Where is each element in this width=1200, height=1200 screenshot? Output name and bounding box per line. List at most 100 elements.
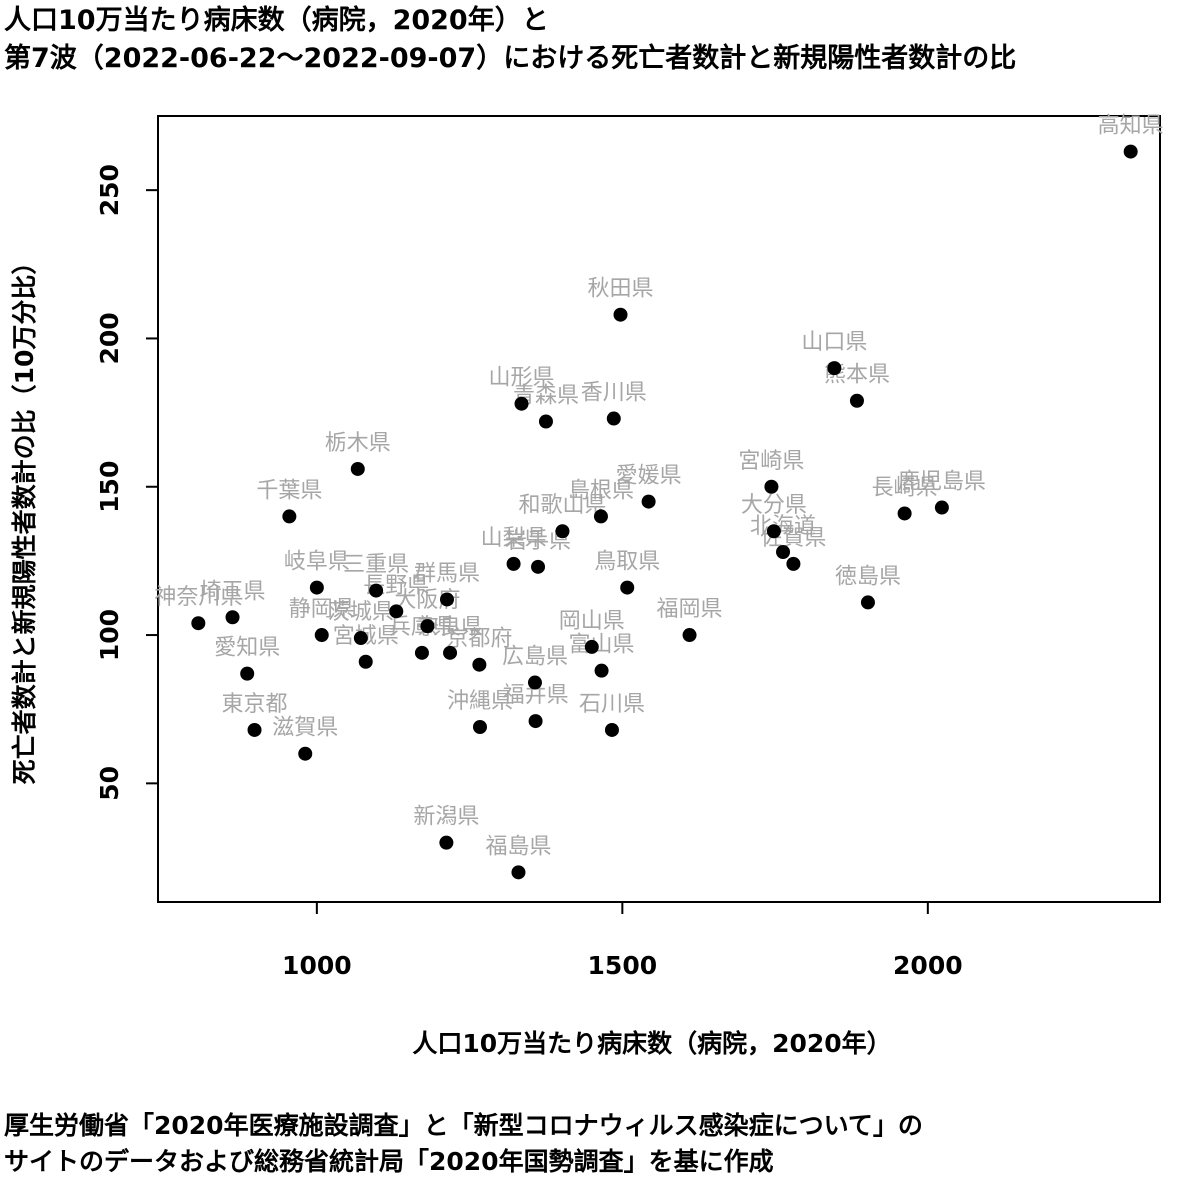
data-point	[350, 461, 365, 476]
source-caption: 厚生労働省「2020年医療施設調査」と「新型コロナウィルス感染症について」の サ…	[4, 1108, 923, 1180]
data-point	[766, 524, 781, 539]
data-point	[528, 714, 543, 729]
data-point	[613, 307, 628, 322]
source-caption-line-1: 厚生労働省「2020年医療施設調査」と「新型コロナウィルス感染症について」の	[4, 1111, 923, 1140]
data-point	[527, 675, 542, 690]
point-label: 滋賀県	[272, 716, 338, 741]
data-point	[358, 654, 373, 669]
point-label: 沖縄県	[447, 689, 513, 714]
point-label: 石川県	[579, 692, 645, 717]
chart-title-line-2: 第7波（2022-06-22〜2022-09-07）における死亡者数計と新規陽性…	[4, 43, 1017, 74]
y-axis-label: 死亡者数計と新規陽性者数計の比（10万分比）	[10, 250, 39, 785]
data-point	[641, 494, 656, 509]
data-point	[298, 746, 313, 761]
data-point	[511, 865, 526, 880]
data-point	[414, 645, 429, 660]
point-label: 岐阜県	[284, 550, 350, 575]
x-tick-label: 2000	[893, 951, 963, 980]
point-label: 三重県	[343, 553, 409, 578]
point-label: 京都府	[446, 627, 512, 652]
data-point	[594, 663, 609, 678]
data-point	[620, 580, 635, 595]
data-point	[191, 616, 206, 631]
point-label: 新潟県	[413, 805, 479, 830]
y-tick-label: 150	[95, 461, 124, 513]
point-label: 愛媛県	[616, 464, 682, 489]
data-point	[531, 559, 546, 574]
data-point	[682, 628, 697, 643]
point-label: 広島県	[502, 645, 568, 670]
data-point	[225, 610, 240, 625]
data-point	[506, 556, 521, 571]
point-label: 香川県	[581, 381, 647, 406]
axis-ticks: 1000 1500 2000 50 100 150 200 250	[95, 164, 963, 980]
point-label: 北海道	[750, 514, 816, 539]
point-label: 和歌山県	[518, 493, 606, 518]
point-label: 千葉県	[256, 478, 322, 503]
data-point	[514, 396, 529, 411]
data-point	[604, 722, 619, 737]
point-label: 茨城県	[328, 600, 394, 625]
point-label: 徳島県	[835, 564, 901, 589]
data-point	[764, 479, 779, 494]
data-point	[1123, 144, 1138, 159]
data-point	[443, 645, 458, 660]
point-label: 山口県	[801, 330, 867, 355]
point-label: 福島県	[485, 834, 551, 859]
data-point	[860, 595, 875, 610]
x-tick-label: 1000	[282, 951, 352, 980]
point-label: 鹿児島県	[898, 470, 986, 495]
point-label: 埼玉県	[200, 579, 266, 604]
x-tick-label: 1500	[588, 951, 658, 980]
point-label: 栃木県	[325, 431, 391, 456]
source-caption-line-2: サイトのデータおよび総務省統計局「2020年国勢調査」を基に作成	[4, 1147, 774, 1176]
y-tick-label: 200	[95, 312, 124, 364]
data-point	[934, 500, 949, 515]
point-label: 島根県	[568, 478, 634, 503]
data-points	[191, 144, 1138, 880]
point-label: 岡山県	[559, 609, 625, 634]
data-point	[309, 580, 324, 595]
data-point	[420, 619, 435, 634]
point-label: 長崎県	[872, 475, 938, 500]
y-tick-label: 50	[95, 766, 124, 801]
data-point	[282, 509, 297, 524]
data-point	[786, 556, 801, 571]
data-point	[439, 835, 454, 850]
data-point	[584, 639, 599, 654]
data-point	[849, 393, 864, 408]
point-label: 東京都	[222, 692, 288, 717]
point-label: 福岡県	[657, 597, 723, 622]
y-tick-label: 250	[95, 164, 124, 216]
data-point	[439, 592, 454, 607]
data-point	[606, 411, 621, 426]
data-point	[538, 414, 553, 429]
point-labels: 北海道青森県岩手県宮城県秋田県山形県福島県茨城県栃木県群馬県埼玉県千葉県東京都神…	[154, 114, 1163, 860]
point-label: 愛知県	[214, 636, 280, 661]
data-point	[369, 583, 384, 598]
point-label: 山梨県	[481, 526, 547, 551]
data-point	[389, 604, 404, 619]
point-label: 静岡県	[289, 597, 355, 622]
data-point	[472, 657, 487, 672]
point-label: 高知県	[1098, 114, 1164, 139]
data-point	[827, 361, 842, 376]
point-label: 鳥取県	[594, 550, 660, 575]
point-label: 大分県	[741, 493, 807, 518]
point-label: 宮崎県	[738, 449, 804, 474]
data-point	[247, 722, 262, 737]
data-point	[593, 509, 608, 524]
plot-frame	[157, 115, 1161, 903]
chart-title: 人口10万当たり病床数（病院，2020年）と 第7波（2022-06-22〜20…	[4, 2, 1016, 78]
chart-title-line-1: 人口10万当たり病床数（病院，2020年）と	[4, 5, 549, 36]
x-axis-label: 人口10万当たり病床数（病院，2020年）	[412, 1029, 891, 1058]
data-point	[314, 628, 329, 643]
point-label: 神奈川県	[154, 585, 242, 610]
y-tick-label: 100	[95, 609, 124, 661]
data-point	[897, 506, 912, 521]
data-point	[555, 524, 570, 539]
point-label: 富山県	[569, 633, 635, 658]
data-point	[776, 545, 791, 560]
data-point	[472, 720, 487, 735]
